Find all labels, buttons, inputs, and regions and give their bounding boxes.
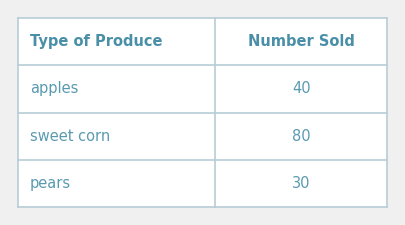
Text: Type of Produce: Type of Produce xyxy=(30,34,162,49)
Text: 40: 40 xyxy=(292,81,311,96)
Text: Number Sold: Number Sold xyxy=(248,34,355,49)
Text: apples: apples xyxy=(30,81,79,96)
Text: 80: 80 xyxy=(292,129,311,144)
Text: sweet corn: sweet corn xyxy=(30,129,110,144)
Text: pears: pears xyxy=(30,176,71,191)
Text: 30: 30 xyxy=(292,176,311,191)
